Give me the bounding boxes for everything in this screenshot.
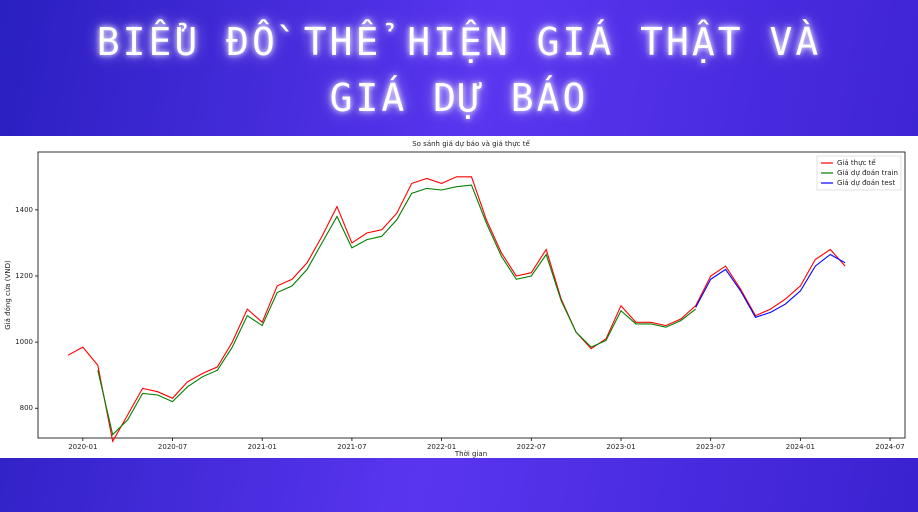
x-tick-label: 2022-07 [517,443,546,451]
chart: So sánh giá dự báo và giá thực tế Thời g… [0,136,918,458]
y-tick-label: 1200 [15,272,33,280]
x-tick-label: 2021-07 [337,443,366,451]
y-tick-label: 800 [20,404,33,412]
legend-label: Giá thực tế [837,159,876,167]
x-axis-label: Thời gian [454,450,487,458]
series-line [67,176,846,443]
legend-label: Giá dự đoán train [837,169,898,177]
x-tick-label: 2023-07 [696,443,725,451]
y-tick-label: 1400 [15,206,33,214]
series-line [695,253,846,318]
slide-title: BIỂU ĐỒ THỂ HIỆN GIÁ THẬT VÀ GIÁ DỰ BÁO [96,20,822,120]
x-tick-label: 2023-01 [606,443,635,451]
x-tick-label: 2020-01 [68,443,97,451]
x-tick-label: 2022-01 [427,443,456,451]
y-axis-label: Giá đóng cửa (VND) [4,260,12,330]
x-tick-label: 2024-07 [875,443,904,451]
legend-label: Giá dự đoán test [837,179,895,187]
y-tick-label: 1000 [15,338,33,346]
plot-frame [37,151,906,439]
chart-title: So sánh giá dự báo và giá thực tế [412,140,530,148]
series-line [97,184,697,436]
x-tick-label: 2020-07 [158,443,187,451]
x-tick-label: 2021-01 [248,443,277,451]
x-tick-label: 2024-01 [786,443,815,451]
